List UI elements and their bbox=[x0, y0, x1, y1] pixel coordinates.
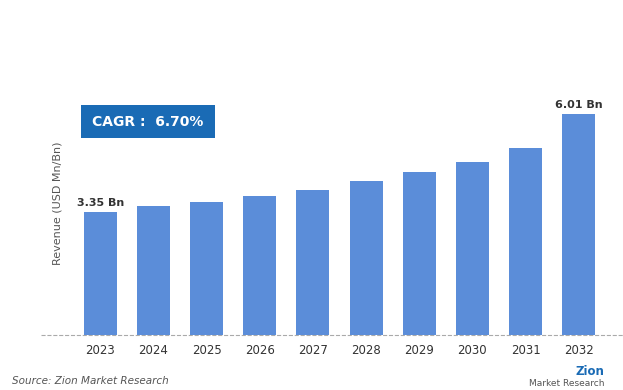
Bar bbox=[509, 147, 542, 335]
Bar bbox=[137, 206, 170, 335]
Text: 6.01 Bn: 6.01 Bn bbox=[555, 100, 602, 110]
Bar bbox=[244, 196, 277, 335]
Bar bbox=[562, 114, 595, 335]
Bar bbox=[456, 161, 489, 335]
Text: Market Research: Market Research bbox=[529, 379, 604, 388]
Text: 3.35 Bn: 3.35 Bn bbox=[77, 199, 124, 208]
Text: Global PACS and RIS Market,: Global PACS and RIS Market, bbox=[25, 19, 315, 37]
Text: CAGR :  6.70%: CAGR : 6.70% bbox=[92, 115, 204, 129]
Bar bbox=[403, 172, 435, 335]
Bar bbox=[84, 212, 117, 335]
Bar bbox=[190, 202, 223, 335]
Bar bbox=[297, 190, 330, 335]
Text: Zion: Zion bbox=[576, 365, 604, 378]
Y-axis label: Revenue (USD Mn/Bn): Revenue (USD Mn/Bn) bbox=[53, 141, 63, 264]
Text: 2024-2032 (USD Billion): 2024-2032 (USD Billion) bbox=[333, 21, 531, 36]
Bar bbox=[350, 181, 383, 335]
Text: Source: Zion Market Research: Source: Zion Market Research bbox=[12, 376, 169, 386]
